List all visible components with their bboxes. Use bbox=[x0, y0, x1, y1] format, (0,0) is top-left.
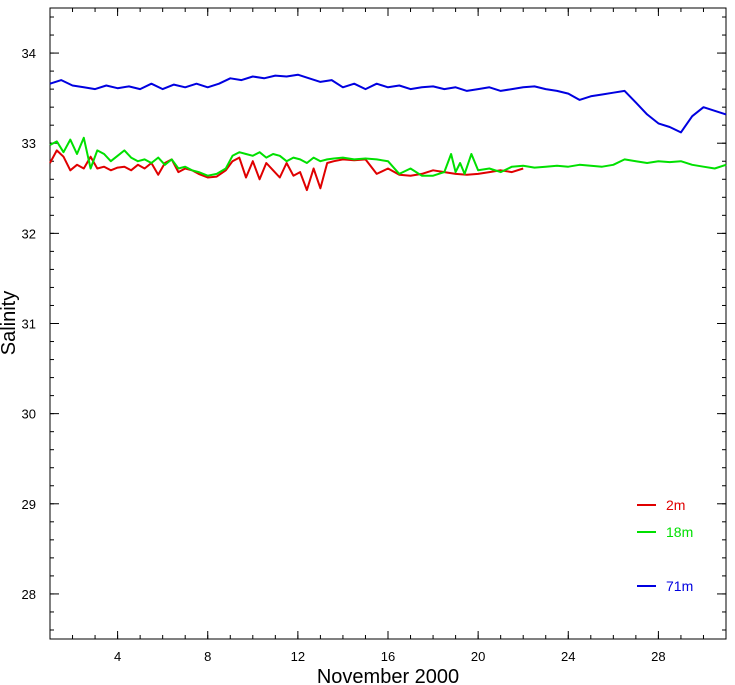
x-tick-label: 4 bbox=[114, 649, 121, 664]
y-tick-label: 30 bbox=[22, 407, 36, 422]
legend-label-2m: 2m bbox=[666, 497, 685, 513]
x-tick-label: 20 bbox=[471, 649, 485, 664]
series-lines bbox=[49, 73, 727, 192]
y-tick-label: 33 bbox=[22, 136, 36, 151]
x-axis-title: November 2000 bbox=[317, 666, 459, 685]
x-tick-label: 12 bbox=[291, 649, 305, 664]
y-tick-labels: 28 29 30 31 32 33 34 bbox=[22, 46, 36, 602]
y-tick-label: 34 bbox=[22, 46, 36, 61]
series-line-2m bbox=[49, 149, 524, 192]
x-tick-label: 28 bbox=[651, 649, 665, 664]
plot-frame bbox=[49, 7, 727, 640]
x-tick-label: 16 bbox=[381, 649, 395, 664]
legend-label-18m: 18m bbox=[666, 524, 693, 540]
y-tick-label: 29 bbox=[22, 497, 36, 512]
y-axis-title: Salinity bbox=[0, 291, 20, 355]
series-line-18m bbox=[49, 136, 727, 177]
y-tick-label: 31 bbox=[22, 317, 36, 332]
y-tick-label: 28 bbox=[22, 587, 36, 602]
legend: 2m 18m 71m bbox=[637, 497, 693, 594]
series-line-71m bbox=[49, 73, 727, 134]
x-tick-label: 24 bbox=[561, 649, 575, 664]
legend-label-71m: 71m bbox=[666, 578, 693, 594]
x-tick-labels: 4 8 12 16 20 24 28 bbox=[114, 649, 666, 664]
axis-ticks bbox=[49, 8, 727, 639]
x-tick-label: 8 bbox=[204, 649, 211, 664]
y-tick-label: 32 bbox=[22, 226, 36, 241]
